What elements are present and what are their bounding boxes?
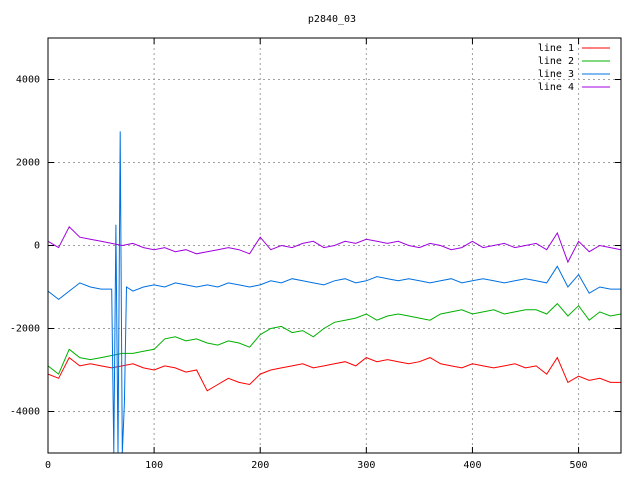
chart-title: p2840_03 [308,14,356,25]
legend: line 1 line 2 line 3 line 4 [538,43,610,93]
plot-frame [47,37,622,454]
series-line-4 [48,225,621,264]
y-tick-label: -4000 [10,407,40,418]
series-line-2 [48,302,621,375]
grid [48,38,621,453]
y-tick-label: 0 [34,241,40,252]
legend-label: line 3 [538,69,574,80]
x-tick-label: 400 [463,460,481,471]
y-tick-label: 2000 [16,158,40,169]
series-line-1 [48,356,621,392]
series-line-3 [48,131,621,453]
x-tick-label: 200 [251,460,269,471]
x-tick-label: 0 [45,460,51,471]
legend-label: line 2 [538,56,574,67]
legend-label: line 4 [538,82,574,93]
y-tick-label: -2000 [10,324,40,335]
x-tick-label: 100 [145,460,163,471]
legend-label: line 1 [538,43,574,54]
axes: -4000 -2000 0 2000 4000 0 100 200 300 400 500 [10,38,621,471]
y-tick-label: 4000 [16,75,40,86]
x-tick-label: 500 [570,460,588,471]
series-group [48,131,621,453]
x-tick-label: 300 [357,460,375,471]
